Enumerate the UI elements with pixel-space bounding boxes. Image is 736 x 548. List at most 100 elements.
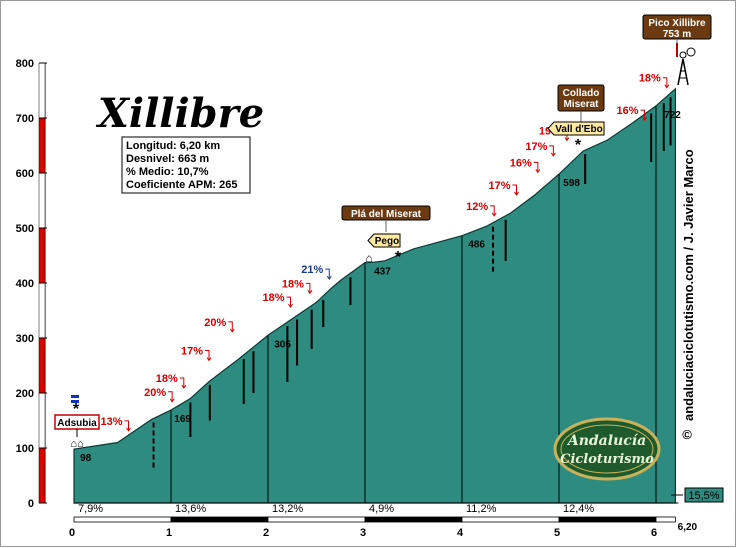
km-average-label: 15,5% (688, 490, 719, 502)
slope-annotation: 16% (617, 105, 639, 117)
slope-arrow-head (642, 116, 647, 122)
x-scale-band (655, 516, 676, 523)
info-box-line: Coeficiente APM: 265 (126, 179, 237, 191)
waypoint-tag (367, 233, 401, 248)
gps-icon (686, 47, 696, 57)
slope-arrow-head (550, 152, 556, 157)
slope-annotation: 18% (639, 73, 661, 85)
y-scale-band (38, 337, 46, 394)
y-scale-band (38, 447, 46, 504)
info-box-line: Desnivel: 663 m (126, 153, 209, 165)
slope-arrow (179, 377, 185, 387)
slope-arrow-head (307, 290, 313, 295)
x-tick-label: 0 (69, 527, 75, 539)
elevation-label: 598 (563, 178, 580, 189)
slope-annotation: 20% (204, 317, 226, 329)
signpost-icon (71, 395, 79, 398)
elevation-label: 169 (174, 414, 191, 425)
km-average-label: 4,9% (369, 503, 394, 515)
logo-text: Cicloturismo (560, 452, 654, 467)
y-tick-label: 100 (16, 443, 34, 455)
star-marker: * (73, 401, 80, 418)
elevation-label: 437 (374, 267, 391, 278)
slope-arrow (549, 145, 554, 155)
y-scale-band (38, 62, 46, 119)
y-scale-band (38, 282, 46, 339)
credit-text: andaluciaciclotutismo.com / J. Javier Ma… (681, 149, 696, 421)
slope-annotation: 20% (144, 387, 166, 399)
x-scale-band (267, 516, 366, 523)
slope-arrow-head (206, 357, 212, 362)
km-average-label: 7,9% (78, 503, 103, 515)
slope-annotation: 18% (156, 373, 178, 385)
info-box-line: % Medio: 10,7% (126, 166, 209, 178)
antenna-icon (677, 58, 689, 86)
waypoint-label: Miserat (563, 99, 599, 110)
x-tick-label: 6 (651, 527, 657, 539)
slope-arrow (286, 296, 291, 307)
x-scale-band (364, 516, 463, 523)
y-tick-label: 700 (16, 113, 34, 125)
slope-arrow (228, 321, 233, 331)
slope-arrow (662, 77, 668, 87)
x-tick-label: 5 (554, 527, 560, 539)
km-average-label: 13,2% (272, 503, 303, 515)
y-tick-label: 500 (16, 223, 34, 235)
y-tick-label: 400 (16, 278, 34, 290)
chart-title: Xillibre (95, 90, 264, 137)
slope-arrow (168, 391, 173, 401)
slope-arrow (124, 420, 129, 430)
x-tick-label: 4 (457, 527, 464, 539)
y-scale-band (38, 172, 46, 229)
slope-arrow-head (564, 137, 570, 142)
y-scale-band (38, 227, 46, 284)
waypoint-label: Collado (563, 88, 600, 99)
y-scale-band (38, 117, 46, 174)
village-icon: ⌂⌂ (70, 438, 83, 450)
slope-arrow-head (514, 191, 519, 196)
waypoint-label: Pego (375, 236, 399, 247)
waypoint-label: Vall d'Ebo (555, 124, 602, 135)
slope-annotation: 17% (525, 141, 547, 153)
x-scale-band (461, 516, 560, 523)
slope-arrow (640, 109, 646, 120)
slope-annotation: 21% (301, 264, 323, 276)
logo-badge (553, 417, 661, 481)
slope-arrow-head (288, 303, 293, 309)
waypoint-label: Pico Xillibre (648, 18, 706, 29)
elevation-label: 305 (274, 339, 291, 350)
slope-arrow-head (126, 427, 131, 432)
km-average-label: 12,4% (563, 503, 594, 515)
slope-annotation: 17% (181, 346, 203, 358)
slope-arrow-head (229, 328, 235, 333)
elevation-area (73, 87, 676, 504)
elevation-label: 486 (468, 240, 485, 251)
elevation-label: 98 (80, 453, 92, 464)
km-average-label: 13,6% (175, 503, 206, 515)
waypoint-label: 753 m (663, 29, 691, 40)
waypoint-label: Adsubia (57, 418, 97, 429)
info-box (121, 136, 251, 194)
slope-annotation: 17% (488, 180, 510, 192)
village-icon: ⌂ (365, 251, 372, 265)
slope-arrow-head (326, 275, 332, 281)
info-box-line: Longitud: 6,20 km (126, 140, 220, 152)
slope-arrow-head (664, 84, 670, 89)
slope-arrow-head (169, 398, 175, 403)
waypoint-tag (547, 121, 605, 136)
x-tick-label: 3 (360, 527, 366, 539)
y-tick-label: 200 (16, 388, 34, 400)
x-scale-band (170, 516, 269, 523)
slope-annotation: 18% (282, 278, 304, 290)
logo-ring (560, 424, 654, 474)
slope-arrow-head (491, 212, 497, 217)
slope-arrow (533, 161, 539, 172)
x-tick-label: 1 (166, 527, 172, 539)
slope-annotation: 18% (262, 292, 284, 304)
slope-annotation: 12% (466, 201, 488, 213)
star-marker: * (395, 249, 402, 266)
slope-arrow-head (181, 384, 187, 389)
signpost-icon (71, 400, 79, 403)
